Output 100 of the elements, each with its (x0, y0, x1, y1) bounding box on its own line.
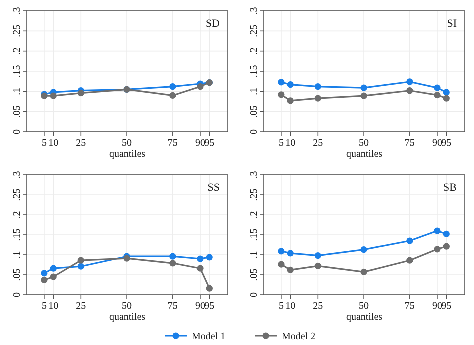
y-tick-label: .15 (249, 65, 260, 78)
point (434, 84, 441, 92)
y-tick-label: .2 (12, 48, 23, 56)
point (78, 90, 84, 97)
point (78, 257, 84, 264)
point (170, 253, 176, 260)
x-tick-label: 95 (204, 301, 215, 312)
x-tick-label: 25 (76, 138, 86, 149)
x-tick-label: 50 (122, 138, 132, 149)
y-tick-label: .2 (249, 211, 260, 219)
point (197, 265, 204, 272)
x-tick-label: 10 (48, 138, 59, 149)
point (287, 82, 294, 88)
point (50, 274, 57, 280)
text: SD (206, 18, 220, 30)
y-tick-label: .1 (249, 88, 260, 96)
x-tick-label: 75 (168, 301, 178, 312)
point (287, 250, 294, 257)
point (406, 238, 414, 244)
y-tick-label: 0 (249, 292, 260, 298)
point (197, 256, 204, 262)
y-tick-label: .25 (12, 188, 23, 202)
y-tick-label: .05 (249, 106, 260, 118)
point (78, 263, 84, 270)
y-tick-label: .2 (12, 211, 23, 219)
y-tick-label: .25 (249, 24, 260, 38)
point (406, 257, 414, 264)
x-tick-label: 50 (359, 138, 370, 149)
point (278, 79, 285, 86)
point (170, 260, 176, 267)
x-tick-label: 90 (432, 301, 442, 312)
point (434, 228, 441, 234)
point (197, 84, 204, 90)
point (206, 254, 213, 261)
y-tick-label: .05 (249, 268, 260, 282)
x-tick-label: 5 (42, 301, 47, 312)
point (170, 84, 176, 90)
point (314, 262, 322, 270)
point (443, 95, 450, 102)
x-tick-label: 95 (442, 138, 452, 149)
y-tick-label: .1 (12, 88, 23, 96)
x-tick-label: 95 (204, 138, 215, 149)
y-tick-label: .15 (12, 65, 23, 78)
point (360, 246, 368, 254)
point (314, 84, 322, 90)
x-tick-label: 5 (278, 301, 284, 312)
x-tick-label: 10 (286, 301, 296, 312)
point (443, 230, 450, 238)
y-tick-label: .25 (12, 24, 23, 38)
point (170, 92, 176, 99)
y-tick-label: .05 (12, 106, 23, 118)
y-tick-label: .3 (12, 7, 23, 15)
x-tick-label: 25 (313, 138, 324, 149)
point (434, 92, 441, 99)
y-tick-label: 0 (12, 292, 23, 298)
x-tick-label: 5 (42, 138, 47, 149)
point (206, 285, 213, 292)
y-tick-label: .05 (12, 268, 23, 282)
point (434, 246, 441, 253)
x-tick-label: 75 (404, 138, 415, 149)
y-tick-label: .1 (249, 251, 260, 259)
x-tick-label: 25 (313, 301, 324, 312)
point (287, 266, 294, 274)
point (41, 276, 48, 284)
x-tick-label: 90 (432, 138, 442, 149)
y-tick-label: .1 (12, 251, 23, 259)
point (360, 268, 368, 276)
x-axis-title: quantiles (346, 312, 383, 323)
x-tick-label: 25 (76, 301, 86, 312)
point (443, 243, 450, 250)
point (278, 92, 285, 98)
point (287, 98, 294, 104)
y-tick-label: .3 (249, 171, 260, 179)
x-tick-label: 10 (286, 138, 296, 149)
text: SB (444, 182, 457, 194)
x-tick-label: 75 (404, 301, 415, 312)
legend-label: Model 1 (192, 332, 226, 342)
point (360, 84, 368, 92)
y-tick-label: .25 (249, 188, 260, 202)
point (406, 88, 414, 94)
x-tick-label: 5 (278, 138, 284, 149)
point (50, 92, 57, 100)
text: SS (208, 182, 220, 194)
x-tick-label: 50 (122, 301, 132, 312)
point (406, 78, 414, 86)
y-tick-label: .15 (12, 228, 23, 242)
point (314, 95, 322, 102)
x-axis-title: quantiles (109, 149, 146, 160)
y-tick-label: 0 (12, 130, 23, 134)
point (360, 92, 368, 100)
x-axis-title: quantiles (109, 312, 146, 323)
point (278, 248, 285, 255)
x-tick-label: 75 (168, 138, 178, 149)
point (278, 261, 285, 268)
y-tick-label: 0 (249, 130, 260, 134)
legend-label: Model 2 (282, 332, 316, 342)
x-tick-label: 10 (48, 301, 59, 312)
point (41, 270, 48, 277)
text: SI (447, 18, 458, 30)
point (50, 265, 57, 272)
